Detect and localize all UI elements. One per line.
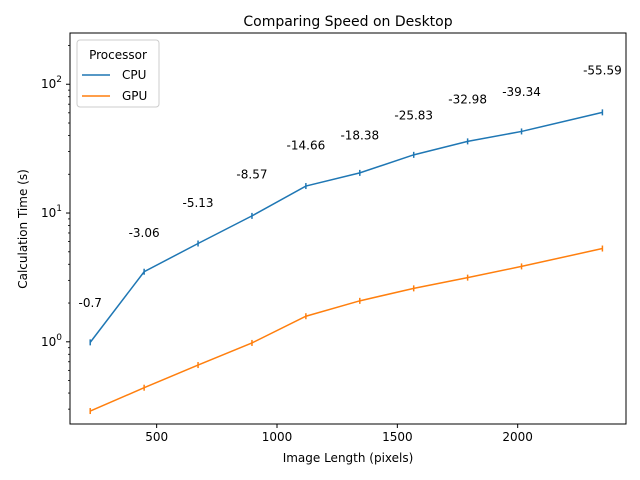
x-tick-label: 1000 (262, 430, 293, 444)
y-tick-label: 100 (41, 333, 62, 349)
legend-title: Processor (89, 48, 147, 62)
data-label: -14.66 (287, 138, 326, 152)
data-label: -39.34 (502, 85, 541, 99)
legend-entry: CPU (122, 68, 146, 82)
data-label: -55.59 (583, 63, 622, 77)
data-label: -25.83 (394, 109, 433, 123)
legend-entry: GPU (122, 89, 147, 103)
series-line-cpu (89, 111, 603, 343)
y-tick-label: 102 (41, 75, 62, 91)
data-label: -32.98 (448, 93, 487, 107)
data-label: -5.13 (183, 196, 214, 210)
x-tick-label: 2000 (502, 430, 533, 444)
x-tick-label: 500 (145, 430, 168, 444)
series-line-gpu (89, 247, 603, 412)
data-label: -18.38 (340, 128, 379, 142)
chart-title: Comparing Speed on Desktop (243, 14, 452, 30)
axis-ticks: 500 1000 1500 2000 100 101 102 (41, 45, 533, 444)
legend-box (76, 39, 160, 108)
x-tick-label: 1500 (382, 430, 413, 444)
data-label: -0.7 (79, 296, 102, 310)
plot-frame (69, 32, 627, 425)
y-tick-label: 101 (41, 204, 62, 220)
annotations: -0.7 -3.06 -5.13 -8.57 -14.66 -18.38 -25.83 -32… (79, 63, 622, 310)
y-axis-label: Calculation Time (s) (16, 169, 30, 289)
x-axis-label: Image Length (pixels) (283, 451, 414, 465)
data-label: -8.57 (236, 167, 267, 181)
legend: Processor CPU GPU (76, 39, 160, 108)
series-lines (89, 109, 604, 415)
data-label: -3.06 (129, 226, 160, 240)
